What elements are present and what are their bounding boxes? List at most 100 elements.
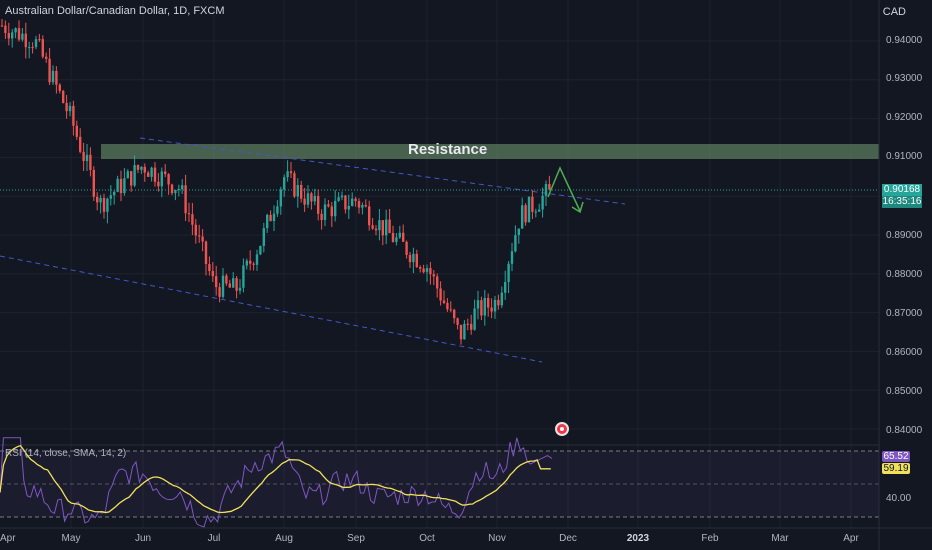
candle-body [157,181,160,187]
candle-body [221,275,225,297]
upper-trendline [139,137,626,205]
candle-body [330,206,333,217]
symbol-title[interactable]: Australian Dollar/Canadian Dollar, 1D, F… [5,5,225,17]
candle-body [96,196,99,203]
candle-body [245,260,248,266]
candle-body [425,268,429,273]
candle-body [405,241,408,255]
candle-body [459,324,463,340]
candlestick-series [0,18,551,345]
candle-body [225,275,228,284]
candle-body [357,201,361,208]
candle-body [385,219,388,236]
candle-body [347,205,350,210]
candle-body [7,33,10,39]
rsi-pane [0,437,553,528]
candle-body [242,265,245,288]
rsi-value-tag: 65.52 [882,451,910,462]
candle-body [395,237,398,242]
candle-body [72,105,75,126]
candle-body [211,271,214,277]
candle-body [198,235,201,237]
lower-trendline [0,255,543,363]
candle-body [102,197,106,212]
candle-body [228,283,231,288]
candle-body [0,25,4,27]
candle-body [218,287,221,297]
candle-body [310,193,313,202]
candle-body [313,195,316,202]
rsi-band [0,451,879,517]
candle-body [374,228,378,231]
price-tick: 0.84000 [886,425,923,436]
candle-body [187,213,191,215]
candle-body [17,28,21,40]
candle-body [548,184,551,190]
candle-body [269,214,272,222]
candle-body [65,102,68,112]
time-label: Feb [701,533,719,544]
candle-body [259,245,262,255]
candle-body [419,267,422,269]
candle-body [507,263,510,283]
candle-body [266,214,269,229]
candle-body [456,318,459,325]
candle-body [361,205,364,208]
candle-body [150,167,153,177]
time-label: May [61,533,81,544]
candle-body [497,299,500,306]
candle-body [167,174,170,185]
resistance-label[interactable]: Resistance [408,141,488,158]
rsi-title[interactable]: RSI (14, close, SMA, 14, 2) [5,448,127,459]
candle-body [510,251,514,264]
resistance-zone [101,144,879,159]
candle-body [368,206,371,226]
candle-body [99,197,102,203]
candle-body [493,299,497,312]
rsi-sma-line [0,444,551,514]
candle-body [262,228,265,246]
candle-body [544,184,548,196]
rsi-line [0,437,553,528]
candle-body [252,263,255,265]
candle-body [388,219,391,233]
candle-body [381,220,384,236]
price-tick: 0.88000 [886,269,923,280]
candle-body [82,151,85,162]
candle-body [323,204,327,220]
candle-body [524,205,527,223]
candle-body [429,268,432,275]
candle-body [136,165,140,170]
candle-body [106,198,109,212]
candle-body [490,307,493,312]
candle-body [130,171,133,186]
candle-body [119,178,123,194]
candle-body [283,177,286,190]
candle-body [296,184,299,197]
candle-body [514,235,517,252]
candle-body [364,205,367,207]
price-tick: 0.89000 [886,230,923,241]
alert-icon[interactable] [555,422,569,436]
candle-body [21,33,24,40]
candle-body [517,228,520,236]
candle-body [215,276,218,288]
candle-body [51,70,55,83]
time-label: Oct [419,533,435,544]
candle-body [34,39,38,48]
candle-body [480,300,483,316]
candle-body [279,189,282,207]
time-label: Nov [488,533,506,544]
candle-body [45,56,48,59]
candle-body [170,184,174,194]
candle-body [116,178,119,192]
projection-arrowhead [571,201,584,214]
candle-body [184,185,187,214]
candle-body [208,264,211,272]
time-label: 2023 [626,533,650,544]
candle-body [534,211,537,213]
candle-body [181,185,184,190]
price-tick: 0.85000 [886,386,923,397]
candle-body [62,90,65,103]
